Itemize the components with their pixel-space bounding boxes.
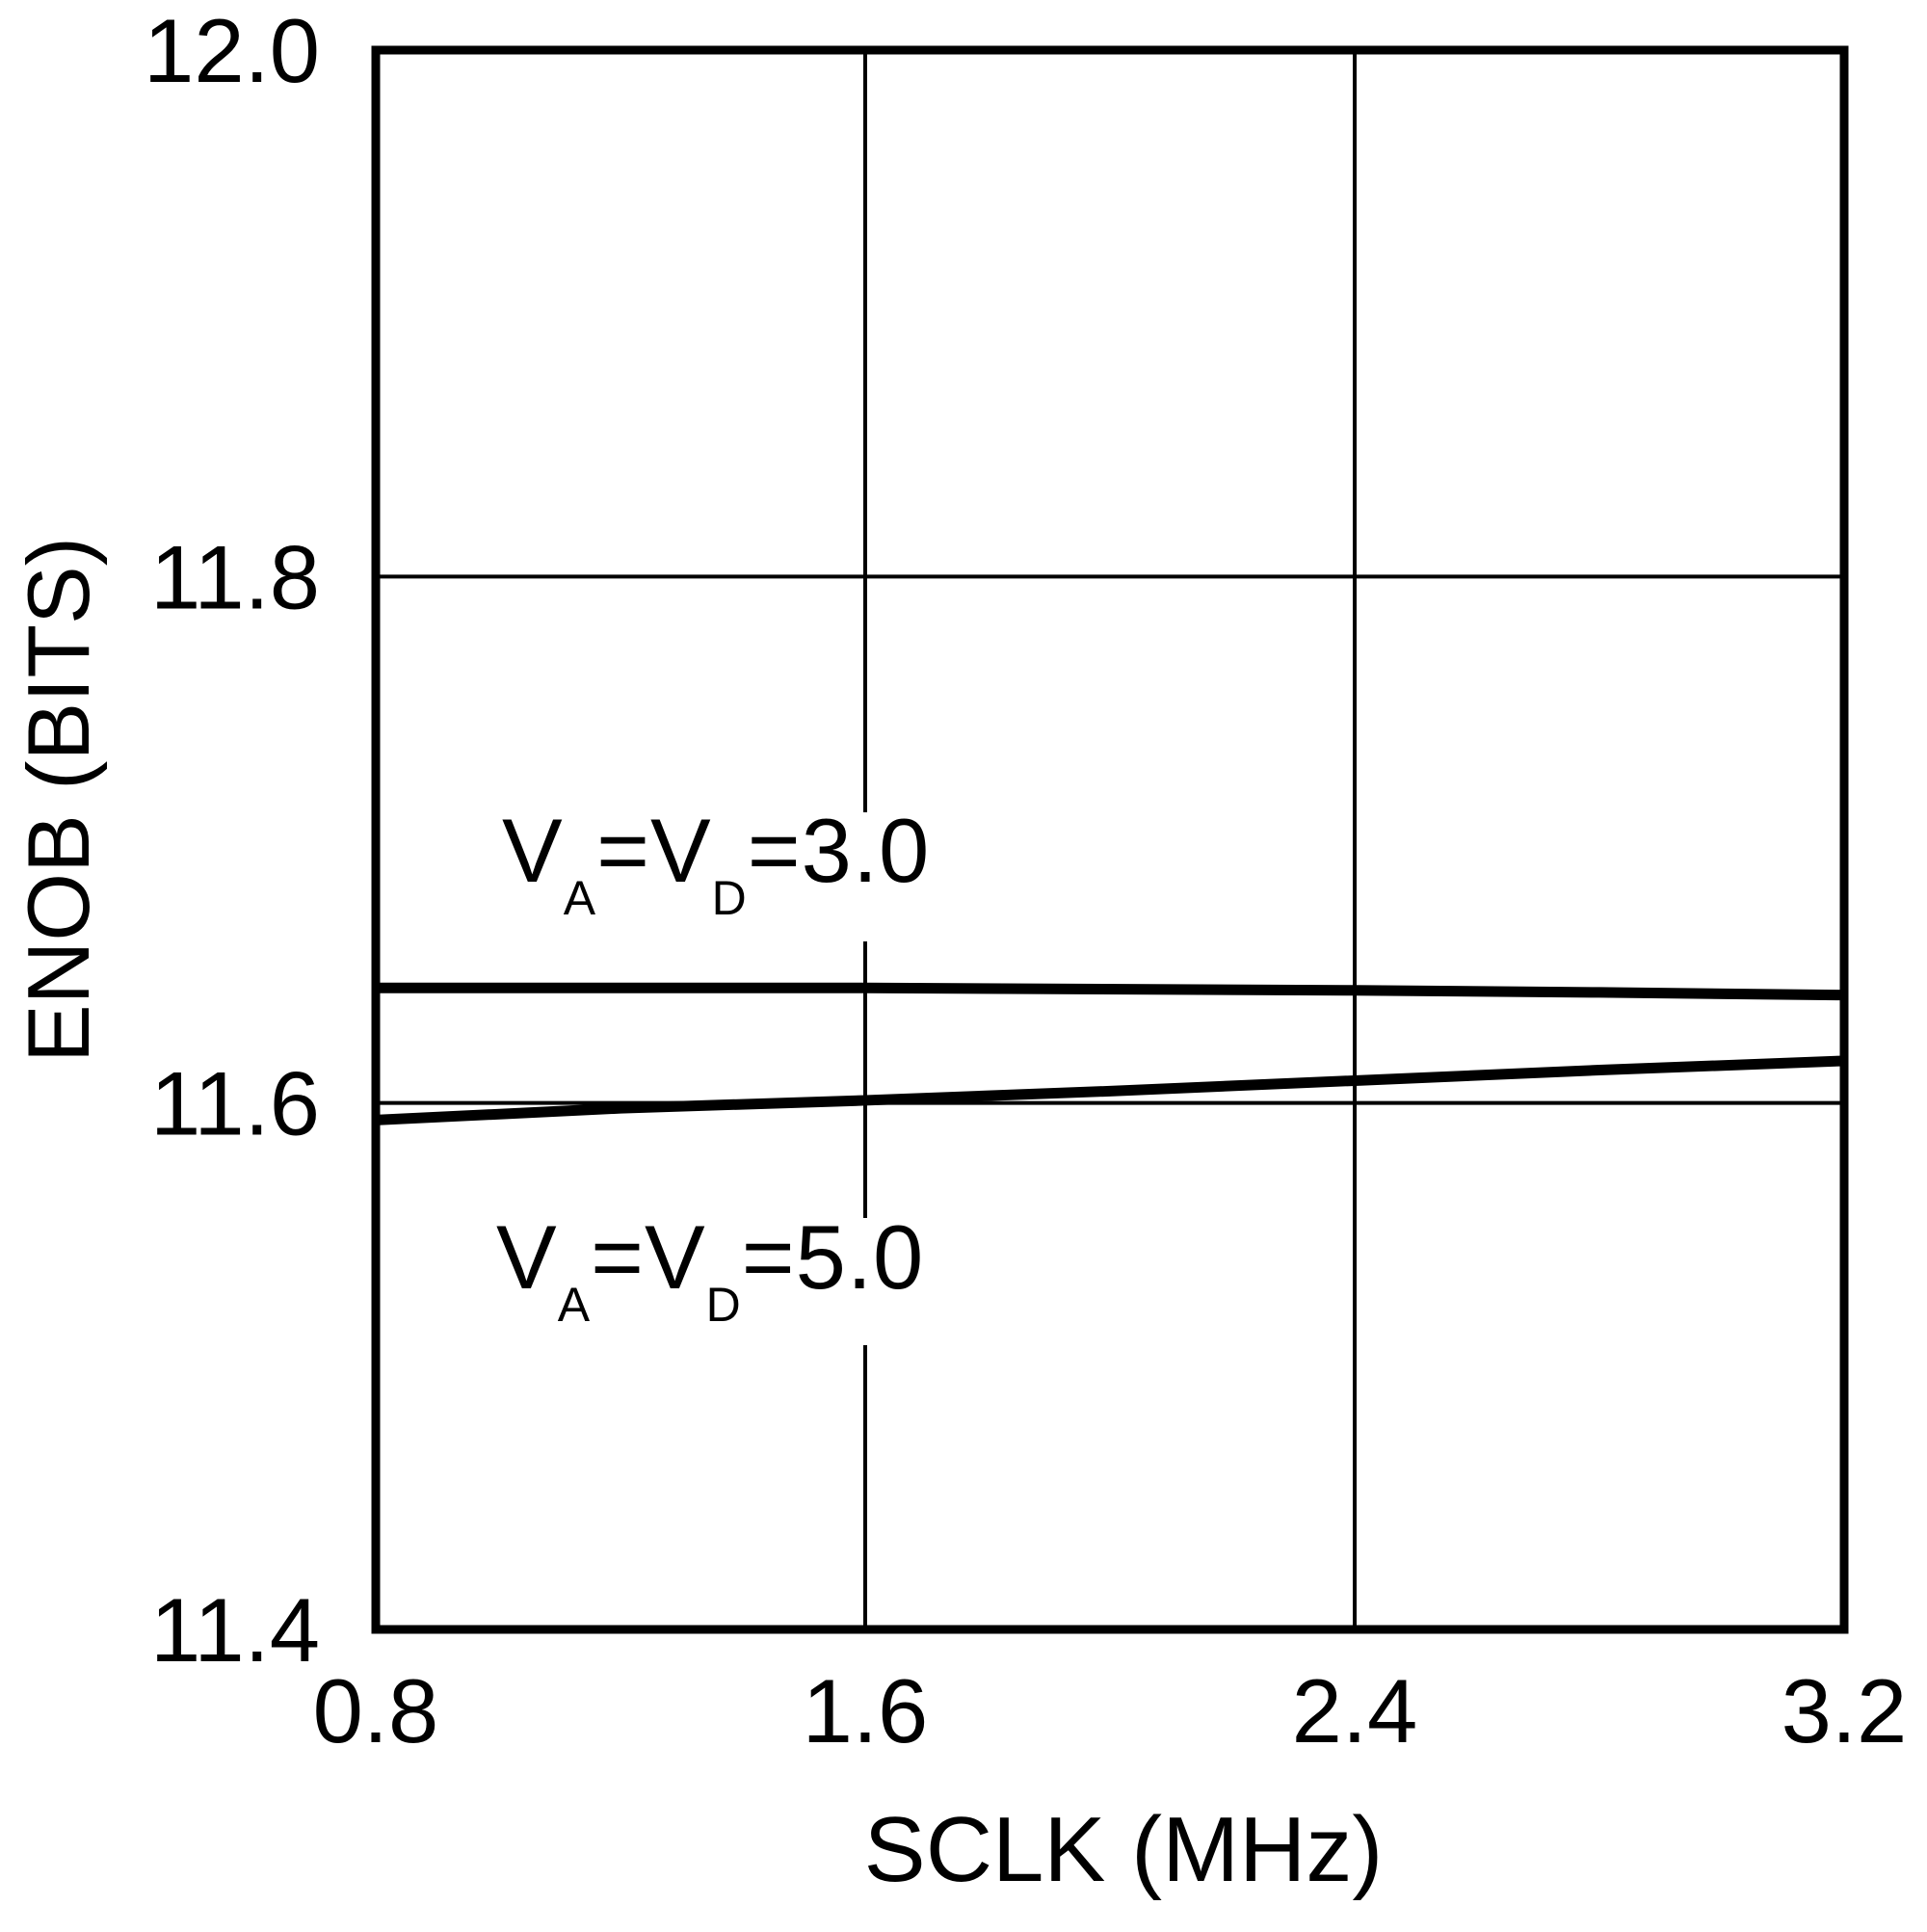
series-annotation: VA=VD=3.0: [502, 800, 930, 925]
annotation-backing: [487, 812, 947, 941]
plot-border: [371, 45, 1849, 1634]
series-annotation: VA=VD=5.0: [496, 1206, 924, 1332]
series-line-va-vd-3.0: [376, 982, 1845, 1001]
x-tick-label: 1.6: [803, 1660, 929, 1761]
x-axis-title: SCLK (MHz): [864, 1798, 1384, 1901]
x-tick-label: 3.2: [1782, 1660, 1908, 1761]
x-tick-label: 0.8: [313, 1660, 439, 1761]
x-tick-label: 2.4: [1292, 1660, 1418, 1761]
y-tick-label: 12.0: [144, 0, 320, 101]
annotation-backing: [481, 1218, 941, 1345]
series-line-va-vd-5.0: [375, 1055, 1845, 1125]
y-tick-label: 11.6: [150, 1053, 320, 1154]
y-tick-label: 11.8: [150, 526, 320, 627]
y-axis-title: ENOB (BITS): [11, 537, 108, 1063]
y-tick-label: 11.4: [150, 1579, 320, 1681]
